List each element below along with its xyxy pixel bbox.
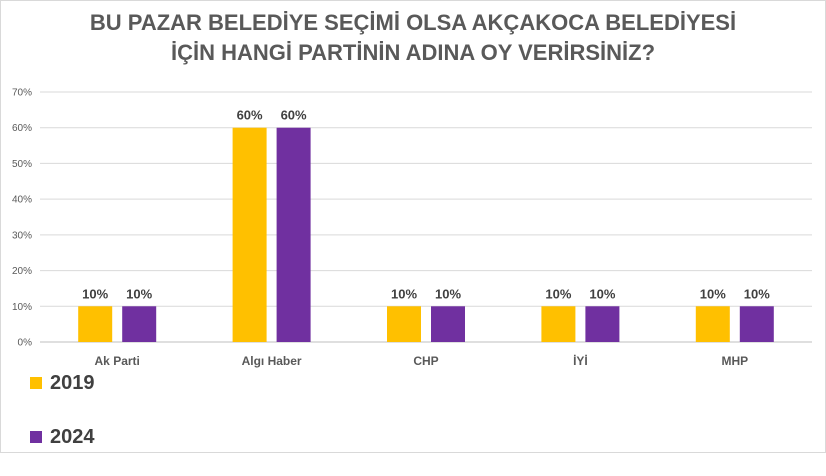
legend-swatch-2019 (30, 377, 42, 389)
legend-label-2024: 2024 (50, 425, 95, 448)
y-tick-label: 20% (12, 266, 32, 277)
y-tick-label: 10% (12, 302, 32, 313)
legend-item-2019: 2019 (30, 368, 95, 398)
bar-2024-3 (585, 306, 620, 342)
y-tick-label: 0% (18, 338, 33, 349)
y-tick-label: 70% (12, 88, 32, 99)
bar-2019-1 (232, 127, 267, 342)
legend-item-2024: 2024 (30, 422, 95, 452)
data-label: 10% (700, 286, 726, 301)
data-label: 60% (237, 108, 263, 123)
data-labels: 10% 10% 60% 60% 10% 10% 10% 10% 10% 10% (82, 108, 770, 302)
y-tick-label: 40% (12, 195, 32, 206)
gridlines (40, 91, 812, 343)
data-label: 10% (589, 286, 615, 301)
data-label: 10% (545, 286, 571, 301)
y-tick-label: 30% (12, 230, 32, 241)
y-tick-label: 60% (12, 123, 32, 134)
chart-frame (0, 0, 826, 453)
chart-title: BU PAZAR BELEDİYE SEÇİMİ OLSA AKÇAKOCA B… (0, 8, 826, 68)
bar-chart-plot: 0%10%20%30%40%50%60%70% 10% 10%60% 60%10% 1… (12, 88, 812, 368)
bar-2024-1 (276, 127, 311, 342)
chart-title-line-1: BU PAZAR BELEDİYE SEÇİMİ OLSA AKÇAKOCA B… (89, 10, 737, 35)
bars (78, 127, 774, 342)
legend-swatch-2024 (30, 431, 42, 443)
bar-2024-0 (122, 306, 157, 342)
bar-2024-2 (431, 306, 465, 342)
bar-2019-4 (695, 306, 730, 342)
y-axis-tick-labels: 0% 10% 20% 30% 40% 50% 60% 70% (12, 88, 32, 349)
bar-2024-4 (739, 306, 774, 342)
data-label: 10% (82, 286, 108, 301)
x-category-label: İYİ (573, 353, 588, 368)
y-tick-label: 50% (12, 159, 32, 170)
data-label: 60% (281, 108, 307, 123)
chart-title-line-2: İÇİN HANGİ PARTİNİN ADINA OY VERİRSİNİZ? (170, 40, 656, 65)
x-category-label: Ak Parti (95, 354, 140, 368)
bar-2019-3 (541, 306, 576, 342)
data-label: 10% (744, 286, 770, 301)
x-category-label: Algı Haber (242, 354, 302, 368)
legend: 2019 2024 (30, 368, 95, 476)
bar-2019-0 (78, 306, 113, 342)
data-label: 10% (126, 286, 152, 301)
x-category-label: CHP (413, 354, 438, 368)
x-category-label: MHP (721, 354, 748, 368)
data-label: 10% (435, 286, 461, 301)
x-axis-category-labels: Ak Parti Algı Haber CHP İYİ MHP (95, 353, 749, 368)
data-label: 10% (391, 286, 417, 301)
bar-2019-2 (387, 306, 421, 342)
legend-label-2019: 2019 (50, 371, 95, 394)
